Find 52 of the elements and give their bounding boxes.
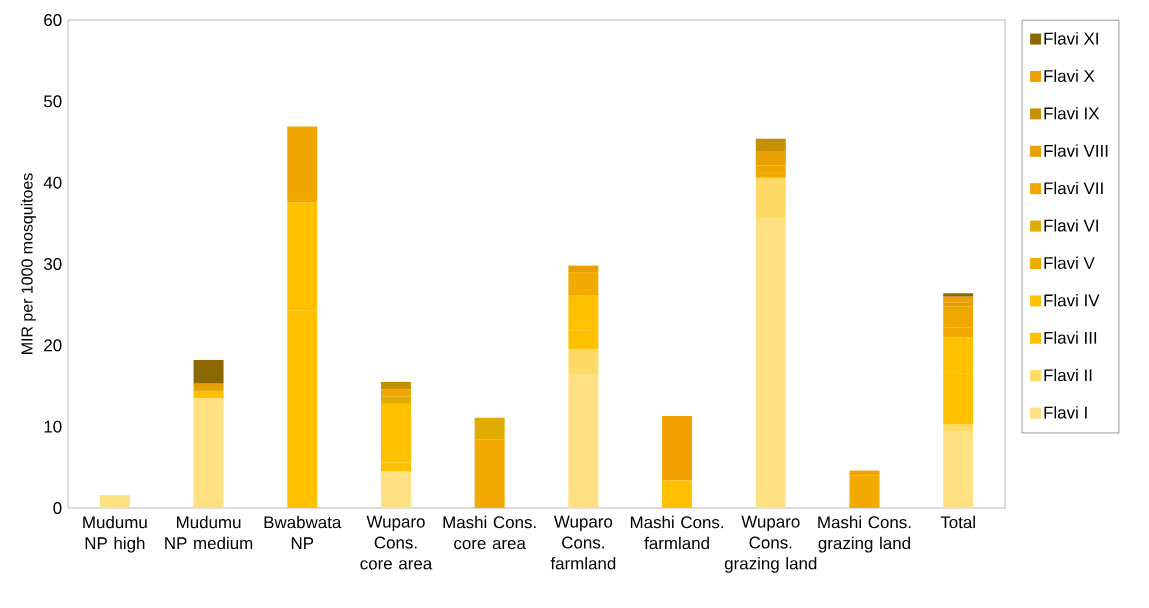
legend-label: Flavi XI xyxy=(1044,32,1098,45)
bar xyxy=(474,439,505,508)
legend-label: Flavi III xyxy=(1044,331,1097,344)
y-tick-label: 30 xyxy=(43,257,62,270)
x-tick-label: Mashi Cons. farmland xyxy=(630,515,724,550)
legend-label: Flavi VI xyxy=(1044,219,1098,232)
legend-label: Flavi X xyxy=(1044,69,1095,83)
bar xyxy=(568,349,599,375)
bar xyxy=(943,424,974,432)
y-tick-label: 20 xyxy=(44,339,62,352)
bar xyxy=(287,126,318,203)
x-tick-label: Mudumu NP high xyxy=(83,515,147,553)
bar xyxy=(849,475,880,508)
bar xyxy=(662,416,693,481)
bar xyxy=(193,390,224,399)
x-tick-label: Mudumu NP medium xyxy=(165,515,253,550)
y-tick-label: 0 xyxy=(53,501,62,514)
x-tick-label: Total xyxy=(940,515,975,529)
y-tick-label: 40 xyxy=(43,176,62,189)
x-tick-label: Mashi Cons. grazing land xyxy=(818,515,911,553)
legend-label: Flavi VIII xyxy=(1044,144,1108,157)
bar xyxy=(193,359,224,384)
bar xyxy=(380,471,411,508)
bar xyxy=(943,431,974,508)
legend-label: Flavi V xyxy=(1044,256,1095,270)
legend-label: Flavi VII xyxy=(1044,181,1103,195)
y-axis-title: MIR per 1000 mosquitoes xyxy=(20,173,36,354)
bar xyxy=(193,383,224,391)
y-tick-label: 60 xyxy=(44,13,62,26)
bar xyxy=(755,138,786,152)
bar xyxy=(755,217,786,508)
bar xyxy=(99,494,130,508)
legend-label: Flavi IV xyxy=(1044,293,1100,307)
bar xyxy=(193,398,224,508)
legend-label: Flavi I xyxy=(1044,406,1087,419)
bar xyxy=(662,480,693,508)
bar xyxy=(380,381,411,390)
legend-label: Flavi IX xyxy=(1044,106,1100,120)
bar xyxy=(943,293,974,297)
bar xyxy=(755,177,786,218)
y-tick-label: 10 xyxy=(44,420,62,433)
x-tick-label: Bwabwata NP xyxy=(264,515,342,550)
x-tick-label: Wuparo Cons. farmland xyxy=(550,515,616,570)
bar xyxy=(380,396,411,404)
x-tick-label: Mashi Cons. core area xyxy=(443,515,536,550)
y-tick-label: 50 xyxy=(44,95,62,108)
bar xyxy=(568,374,599,508)
x-tick-label: Wuparo Cons. core area xyxy=(360,515,433,570)
bar xyxy=(380,389,411,397)
x-tick-label: Wuparo Cons. grazing land xyxy=(724,515,817,573)
legend-label: Flavi II xyxy=(1044,368,1092,382)
bar xyxy=(474,417,505,440)
